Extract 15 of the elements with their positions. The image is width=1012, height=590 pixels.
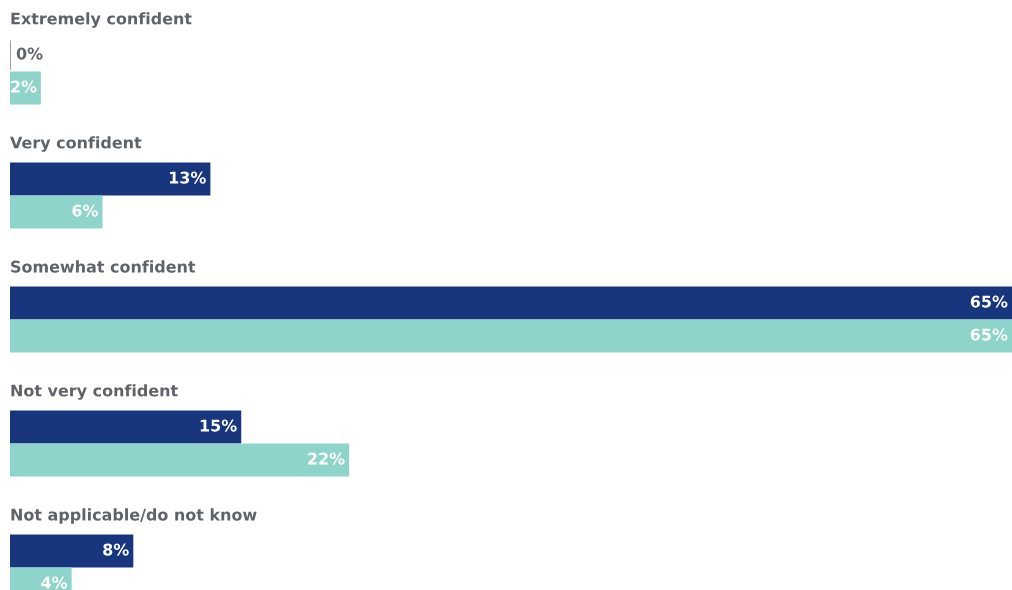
y-tick-label: Very confident [10, 136, 142, 152]
data-label: 65% [970, 295, 1008, 308]
data-label: 0% [16, 47, 43, 60]
y-tick-label: Not applicable/do not know [11, 508, 257, 524]
data-label: 2% [11, 80, 37, 93]
data-label: 6% [72, 204, 98, 217]
y-tick-label: Not very confident [11, 384, 178, 400]
data-label: 22% [308, 452, 345, 465]
data-label: 65% [970, 328, 1008, 341]
data-label: 15% [200, 419, 237, 432]
y-tick-label: Extremely confident [11, 12, 192, 28]
data-label: 8% [103, 543, 129, 556]
y-tick-label: Somewhat confident [11, 260, 196, 273]
data-label: 13% [169, 171, 206, 184]
data-label: 4% [41, 576, 68, 589]
